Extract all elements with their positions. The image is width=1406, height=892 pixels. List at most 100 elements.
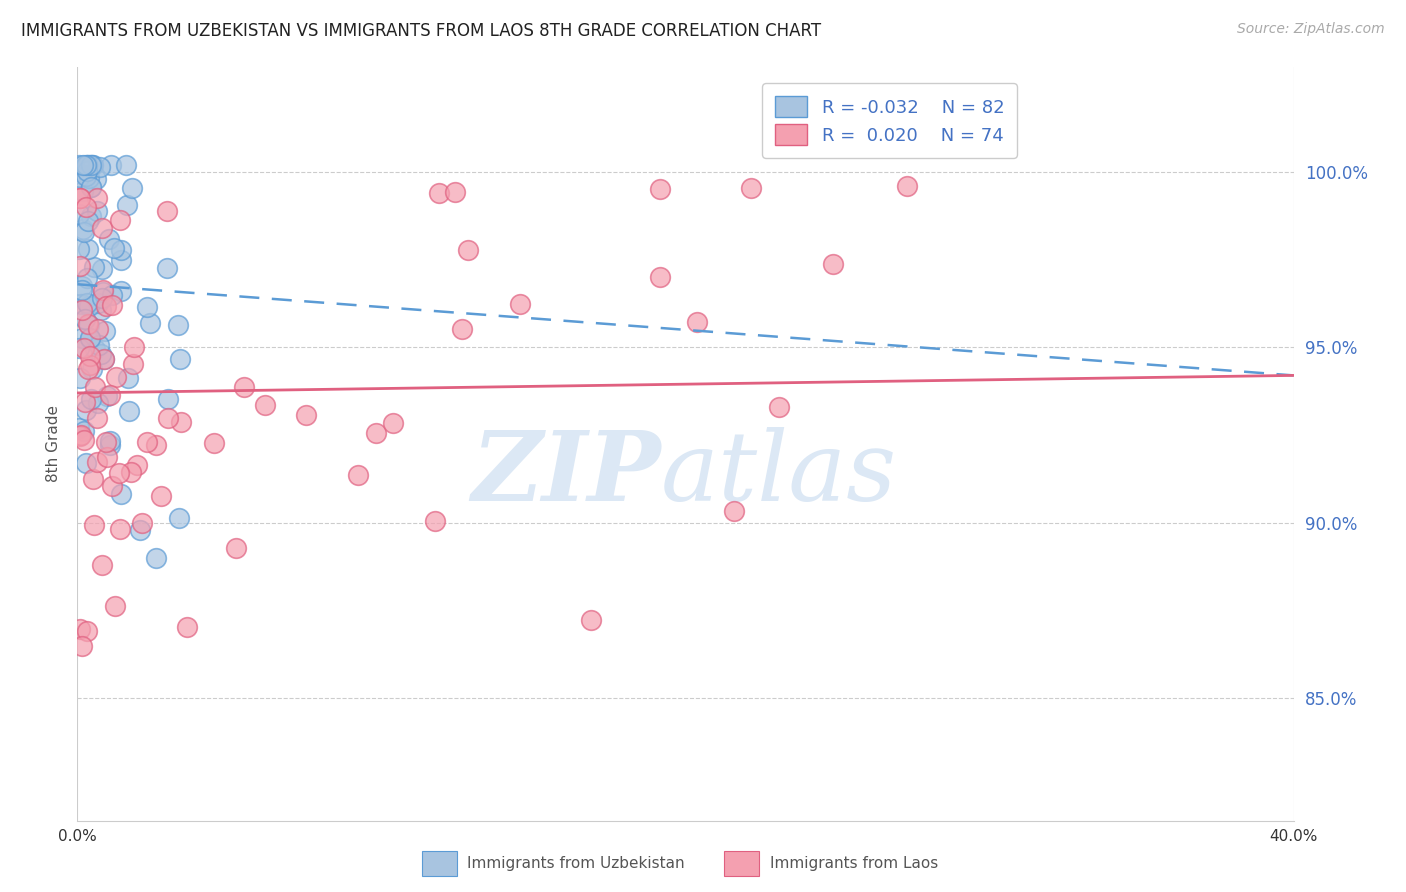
Point: [509, 297, 531, 311]
Point: [149, 489, 172, 503]
Point: [382, 416, 405, 430]
Point: [90, 558, 112, 572]
Point: [69, 428, 91, 442]
Point: [75, 395, 97, 409]
Point: [451, 321, 474, 335]
Point: [347, 467, 370, 482]
Point: [80, 180, 103, 194]
Point: [76, 295, 98, 310]
Point: [110, 284, 132, 298]
Text: Immigrants from Uzbekistan: Immigrants from Uzbekistan: [467, 856, 685, 871]
Point: [72, 184, 94, 198]
Point: [69, 259, 91, 273]
Point: [79, 330, 101, 344]
Point: [75, 200, 97, 214]
Point: [90, 303, 112, 318]
Point: [89, 160, 111, 174]
Point: [145, 551, 167, 566]
Point: [94, 435, 117, 450]
Point: [101, 479, 124, 493]
Point: [75, 311, 97, 326]
Point: [67, 243, 90, 257]
Point: [80, 180, 103, 194]
Point: [122, 357, 145, 371]
Point: [80, 158, 103, 172]
Point: [120, 465, 142, 479]
Point: [69, 371, 91, 385]
Point: [131, 516, 153, 531]
Y-axis label: 8th Grade: 8th Grade: [46, 405, 62, 483]
Point: [67, 206, 90, 220]
Point: [83, 260, 105, 274]
Point: [100, 298, 122, 312]
Point: [723, 504, 745, 518]
Point: [77, 362, 100, 376]
Point: [156, 392, 179, 406]
Point: [93, 352, 115, 367]
Point: [79, 332, 101, 346]
Point: [457, 243, 479, 257]
Point: [129, 523, 152, 537]
Point: [80, 392, 103, 406]
Point: [156, 260, 179, 275]
Point: [650, 182, 672, 196]
Point: [70, 331, 93, 345]
Point: [94, 299, 117, 313]
Point: [75, 158, 97, 172]
Point: [98, 434, 121, 448]
Point: [84, 172, 107, 186]
Text: atlas: atlas: [661, 427, 897, 521]
Point: [91, 291, 114, 305]
Point: [82, 158, 104, 172]
Point: [96, 450, 118, 464]
Point: [104, 599, 127, 613]
Point: [79, 358, 101, 372]
Point: [156, 204, 179, 219]
Point: [110, 253, 132, 268]
Point: [167, 511, 190, 525]
Point: [87, 338, 110, 352]
Point: [86, 410, 108, 425]
Point: [76, 164, 98, 178]
Point: [70, 278, 93, 293]
Point: [91, 221, 114, 235]
Point: [69, 191, 91, 205]
Point: [648, 269, 671, 284]
Point: [121, 181, 143, 195]
Point: [686, 315, 709, 329]
Point: [107, 467, 129, 481]
Point: [83, 518, 105, 533]
Point: [86, 321, 108, 335]
Point: [87, 296, 110, 310]
Point: [84, 342, 107, 356]
Text: Immigrants from Laos: Immigrants from Laos: [770, 856, 939, 871]
Point: [135, 435, 157, 450]
Point: [122, 340, 145, 354]
Point: [69, 191, 91, 205]
Point: [91, 283, 114, 297]
Point: [70, 302, 93, 317]
Point: [76, 624, 98, 638]
Point: [86, 454, 108, 468]
Point: [110, 487, 132, 501]
Point: [76, 158, 98, 172]
Point: [67, 421, 90, 435]
Point: [108, 523, 131, 537]
Point: [136, 301, 159, 315]
Point: [77, 318, 100, 333]
Point: [127, 458, 149, 472]
Point: [80, 158, 103, 172]
Point: [77, 171, 100, 186]
Point: [157, 411, 180, 425]
Point: [86, 203, 108, 218]
Point: [94, 324, 117, 338]
Point: [108, 213, 131, 227]
Point: [225, 541, 247, 556]
Point: [117, 370, 139, 384]
Point: [253, 398, 276, 412]
Point: [101, 288, 124, 302]
Point: [86, 396, 108, 410]
Point: [366, 425, 388, 440]
Point: [82, 472, 104, 486]
Point: [70, 283, 93, 297]
